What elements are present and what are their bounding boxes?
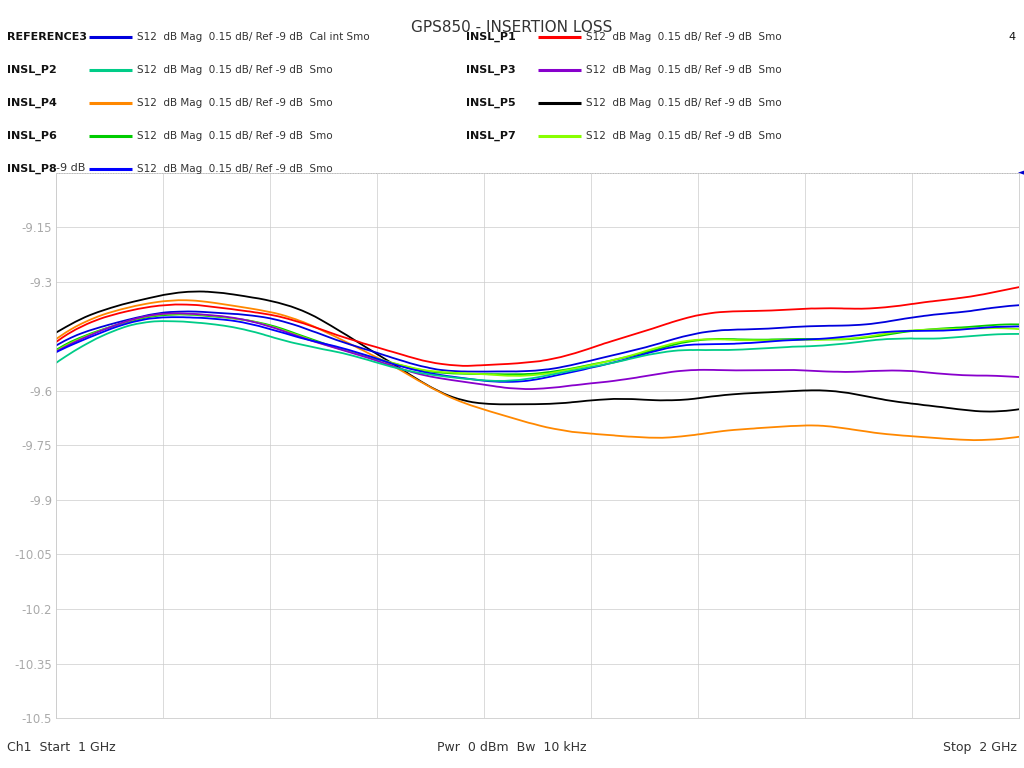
Text: S12  dB Mag  0.15 dB/ Ref -9 dB  Cal int Smo: S12 dB Mag 0.15 dB/ Ref -9 dB Cal int Sm… (137, 31, 370, 42)
Text: INSL_P8: INSL_P8 (7, 164, 57, 174)
Text: ◄: ◄ (1018, 167, 1024, 179)
Text: REFERENCE3: REFERENCE3 (7, 31, 87, 42)
Text: S12  dB Mag  0.15 dB/ Ref -9 dB  Smo: S12 dB Mag 0.15 dB/ Ref -9 dB Smo (137, 98, 333, 108)
Text: S12  dB Mag  0.15 dB/ Ref -9 dB  Smo: S12 dB Mag 0.15 dB/ Ref -9 dB Smo (137, 131, 333, 141)
Text: Pwr  0 dBm  Bw  10 kHz: Pwr 0 dBm Bw 10 kHz (437, 741, 587, 754)
Text: S12  dB Mag  0.15 dB/ Ref -9 dB  Smo: S12 dB Mag 0.15 dB/ Ref -9 dB Smo (137, 65, 333, 75)
Text: GPS850 - INSERTION LOSS: GPS850 - INSERTION LOSS (412, 20, 612, 35)
Text: INSL_P4: INSL_P4 (7, 98, 57, 108)
Text: S12  dB Mag  0.15 dB/ Ref -9 dB  Smo: S12 dB Mag 0.15 dB/ Ref -9 dB Smo (137, 164, 333, 174)
Text: -9 dB: -9 dB (56, 163, 86, 173)
Text: S12  dB Mag  0.15 dB/ Ref -9 dB  Smo: S12 dB Mag 0.15 dB/ Ref -9 dB Smo (586, 131, 781, 141)
Text: 4: 4 (1009, 31, 1016, 42)
Text: INSL_P5: INSL_P5 (466, 98, 515, 108)
Text: INSL_P7: INSL_P7 (466, 131, 516, 141)
Text: Ch1  Start  1 GHz: Ch1 Start 1 GHz (7, 741, 116, 754)
Text: INSL_P1: INSL_P1 (466, 31, 516, 42)
Text: S12  dB Mag  0.15 dB/ Ref -9 dB  Smo: S12 dB Mag 0.15 dB/ Ref -9 dB Smo (586, 65, 781, 75)
Text: INSL_P2: INSL_P2 (7, 65, 57, 75)
Text: INSL_P3: INSL_P3 (466, 65, 515, 75)
Text: INSL_P6: INSL_P6 (7, 131, 57, 141)
Text: S12  dB Mag  0.15 dB/ Ref -9 dB  Smo: S12 dB Mag 0.15 dB/ Ref -9 dB Smo (586, 31, 781, 42)
Text: S12  dB Mag  0.15 dB/ Ref -9 dB  Smo: S12 dB Mag 0.15 dB/ Ref -9 dB Smo (586, 98, 781, 108)
Text: Stop  2 GHz: Stop 2 GHz (943, 741, 1017, 754)
